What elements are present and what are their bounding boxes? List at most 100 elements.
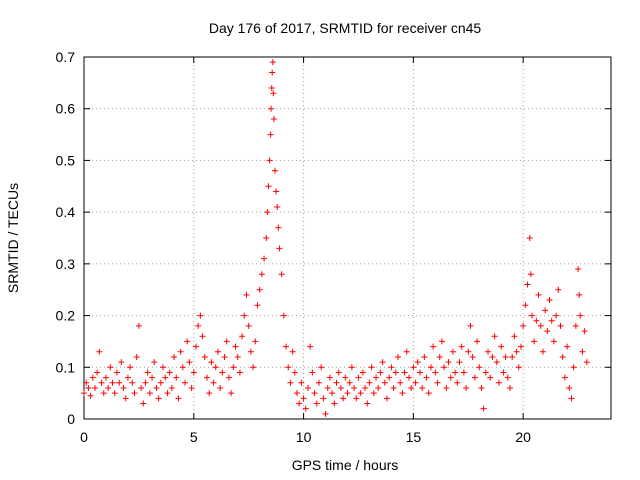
- data-point: [526, 235, 533, 241]
- data-point: [223, 338, 230, 345]
- data-point: [458, 343, 465, 350]
- data-point: [289, 348, 296, 355]
- data-point: [370, 390, 377, 397]
- data-point: [129, 379, 136, 386]
- data-point: [331, 400, 338, 407]
- data-point: [127, 364, 134, 371]
- data-point: [270, 116, 277, 123]
- data-point: [264, 209, 271, 216]
- data-point: [511, 333, 518, 340]
- data-point: [324, 384, 331, 391]
- data-point: [162, 374, 169, 381]
- data-point: [254, 302, 261, 309]
- data-point: [401, 369, 408, 376]
- data-point: [364, 400, 371, 407]
- data-point: [337, 384, 344, 391]
- data-point: [320, 395, 327, 402]
- data-point: [570, 364, 577, 371]
- data-point: [267, 131, 274, 138]
- data-point: [500, 369, 507, 376]
- data-point: [482, 369, 489, 376]
- data-point: [572, 322, 579, 329]
- data-point: [291, 369, 298, 376]
- data-point: [206, 390, 213, 397]
- data-point: [133, 353, 140, 360]
- data-point: [272, 167, 279, 174]
- data-point: [550, 338, 557, 345]
- data-point: [173, 374, 180, 381]
- data-point: [493, 359, 500, 366]
- data-point: [245, 322, 252, 329]
- y-tick-label: 0: [67, 411, 75, 427]
- chart-title: Day 176 of 2017, SRMTID for receiver cn4…: [209, 20, 482, 36]
- data-point: [263, 235, 270, 241]
- data-point: [537, 322, 544, 329]
- data-point: [184, 338, 191, 345]
- data-point: [528, 312, 535, 319]
- x-tick-label: 15: [406, 429, 422, 445]
- data-point: [489, 353, 496, 360]
- x-tick-label: 10: [296, 429, 312, 445]
- data-point: [100, 390, 107, 397]
- data-point: [456, 359, 463, 366]
- data-point: [373, 374, 380, 381]
- data-point: [443, 384, 450, 391]
- data-point: [463, 384, 470, 391]
- data-point: [96, 348, 103, 355]
- data-point: [157, 379, 164, 386]
- y-axis-label: SRMTID / TECUs: [5, 183, 21, 293]
- data-point: [351, 384, 358, 391]
- data-point: [171, 353, 178, 360]
- y-tick-label: 0.1: [56, 359, 76, 375]
- data-point: [131, 390, 138, 397]
- data-point: [322, 410, 329, 417]
- data-point: [566, 384, 573, 391]
- data-point: [164, 390, 171, 397]
- data-point: [531, 338, 538, 345]
- data-point: [542, 307, 549, 314]
- y-tick-labels: 0 0.1 0.2 0.3 0.4 0.5 0.6 0.7: [56, 49, 76, 427]
- data-point: [423, 374, 430, 381]
- data-point: [539, 348, 546, 355]
- data-point: [228, 390, 235, 397]
- data-point: [557, 322, 564, 329]
- data-point: [513, 348, 520, 355]
- data-point: [546, 297, 553, 304]
- data-point: [85, 384, 92, 391]
- data-point: [559, 353, 566, 360]
- data-point: [283, 343, 290, 350]
- data-point: [517, 343, 524, 350]
- data-point: [419, 384, 426, 391]
- data-point: [195, 322, 202, 329]
- data-point: [465, 348, 472, 355]
- data-point: [168, 384, 175, 391]
- data-point: [430, 343, 437, 350]
- data-point: [434, 379, 441, 386]
- data-point: [307, 343, 314, 350]
- data-point: [564, 343, 571, 350]
- data-point: [241, 312, 248, 319]
- data-point: [239, 333, 246, 340]
- data-point: [329, 390, 336, 397]
- data-point: [414, 359, 421, 366]
- data-point: [102, 374, 109, 381]
- data-point: [441, 364, 448, 371]
- data-point: [201, 353, 208, 360]
- data-point: [146, 390, 153, 397]
- data-point: [135, 322, 142, 329]
- data-point: [388, 364, 395, 371]
- data-point: [421, 353, 428, 360]
- data-point: [236, 369, 243, 376]
- data-point: [120, 384, 127, 391]
- x-tick-label: 20: [515, 429, 531, 445]
- data-point: [509, 353, 516, 360]
- data-point: [182, 379, 189, 386]
- axis-ticks: [83, 56, 611, 420]
- data-point: [144, 369, 151, 376]
- y-tick-label: 0.6: [56, 101, 76, 117]
- data-point: [87, 392, 94, 399]
- data-point: [247, 348, 254, 355]
- data-point: [179, 364, 186, 371]
- data-point: [276, 245, 283, 252]
